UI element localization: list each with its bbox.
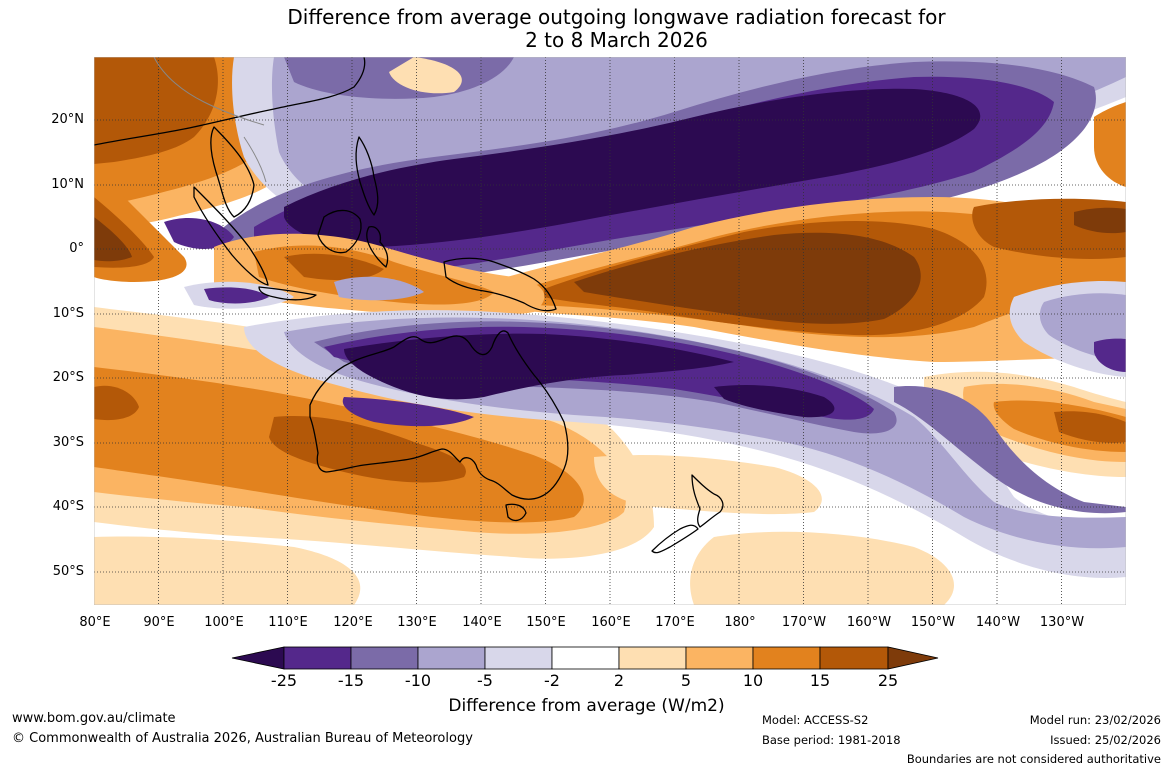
base-period: Base period: 1981-2018 [762, 733, 901, 747]
lat-label-eq: 0° [69, 241, 84, 256]
asia-mainland-outline [94, 57, 366, 146]
lat-label-20s: 20°S [52, 370, 84, 385]
forecast-map [94, 57, 1126, 605]
lon-label: 150°E [526, 615, 566, 630]
issued-date: Issued: 25/02/2026 [1050, 733, 1161, 747]
legend-arrow-high [887, 646, 939, 670]
borneo-outline [317, 209, 362, 254]
new-zealand-north-outline [691, 474, 724, 528]
legend-swatch [618, 646, 687, 670]
graticule [94, 57, 1126, 605]
lon-label: 120°E [333, 615, 373, 630]
tasmania-outline [505, 503, 527, 522]
country-borders [153, 57, 267, 183]
lon-label: 130°W [1039, 615, 1085, 630]
legend-tick: -10 [404, 671, 432, 690]
australia-outline [309, 330, 569, 500]
lon-label: 100°E [204, 615, 244, 630]
legend-swatch [752, 646, 821, 670]
legend-arrow-low [231, 646, 285, 670]
lat-label-10s: 10°S [52, 306, 84, 321]
lat-label-10n: 10°N [51, 177, 84, 192]
legend-tick: -25 [270, 671, 298, 690]
legend-swatch [350, 646, 419, 670]
north-convection-band [164, 61, 1096, 307]
legend-swatch [417, 646, 486, 670]
legend-swatch [819, 646, 889, 670]
lon-label: 140°E [462, 615, 502, 630]
sulawesi-outline [366, 226, 389, 268]
lat-label-50s: 50°S [52, 564, 84, 579]
indochina-outline [210, 126, 255, 218]
se-pacific-region [94, 280, 1126, 605]
legend-tick: 25 [877, 671, 899, 690]
title-line-1: Difference from average outgoing longwav… [287, 5, 946, 29]
legend-swatch [685, 646, 754, 670]
legend-tick: 10 [742, 671, 764, 690]
legend-swatch [551, 646, 620, 670]
legend-tick: 2 [613, 671, 625, 690]
lon-label: 180° [724, 615, 756, 630]
lon-label: 170°W [781, 615, 827, 630]
legend-swatch [484, 646, 553, 670]
model-name: Model: ACCESS-S2 [762, 713, 869, 727]
legend-tick: -15 [337, 671, 365, 690]
lon-label: 160°E [591, 615, 631, 630]
bom-url-link[interactable]: www.bom.gov.au/climate [12, 711, 176, 726]
sumatra-outline [193, 186, 269, 286]
legend-label: Difference from average (W/m2) [448, 696, 725, 716]
lon-label: 90°E [143, 615, 175, 630]
legend-tick: -2 [544, 671, 560, 690]
java-outline [258, 286, 317, 301]
lat-label-20n: 20°N [51, 112, 84, 127]
lon-label: 80°E [79, 615, 111, 630]
legend-tick: 15 [809, 671, 831, 690]
legend-tick: 5 [680, 671, 692, 690]
boundary-disclaimer: Boundaries are not considered authoritat… [906, 752, 1161, 766]
model-run-date: Model run: 23/02/2026 [1029, 713, 1161, 727]
maritime-continent-region [184, 233, 545, 316]
equatorial-dry-tongue [474, 102, 1126, 362]
lon-label: 160°W [846, 615, 892, 630]
lon-label: 130°E [397, 615, 437, 630]
legend-tick: -5 [477, 671, 493, 690]
olr-anomaly-map [94, 57, 1126, 605]
lon-label: 110°E [268, 615, 308, 630]
new-zealand-south-outline [651, 524, 699, 554]
philippines-outline [355, 136, 379, 216]
south-convection-band [244, 310, 1126, 578]
lon-label: 150°W [910, 615, 956, 630]
new-guinea-outline [443, 257, 557, 312]
lon-label: 140°W [975, 615, 1021, 630]
lat-label-30s: 30°S [52, 435, 84, 450]
title-line-2: 2 to 8 March 2026 [525, 28, 708, 52]
legend-colorbar [231, 646, 939, 670]
copyright-text: © Commonwealth of Australia 2026, Austra… [12, 731, 473, 746]
lat-label-40s: 40°S [52, 499, 84, 514]
legend-swatch [283, 646, 352, 670]
coastlines [94, 57, 724, 554]
lon-label: 170°E [655, 615, 695, 630]
